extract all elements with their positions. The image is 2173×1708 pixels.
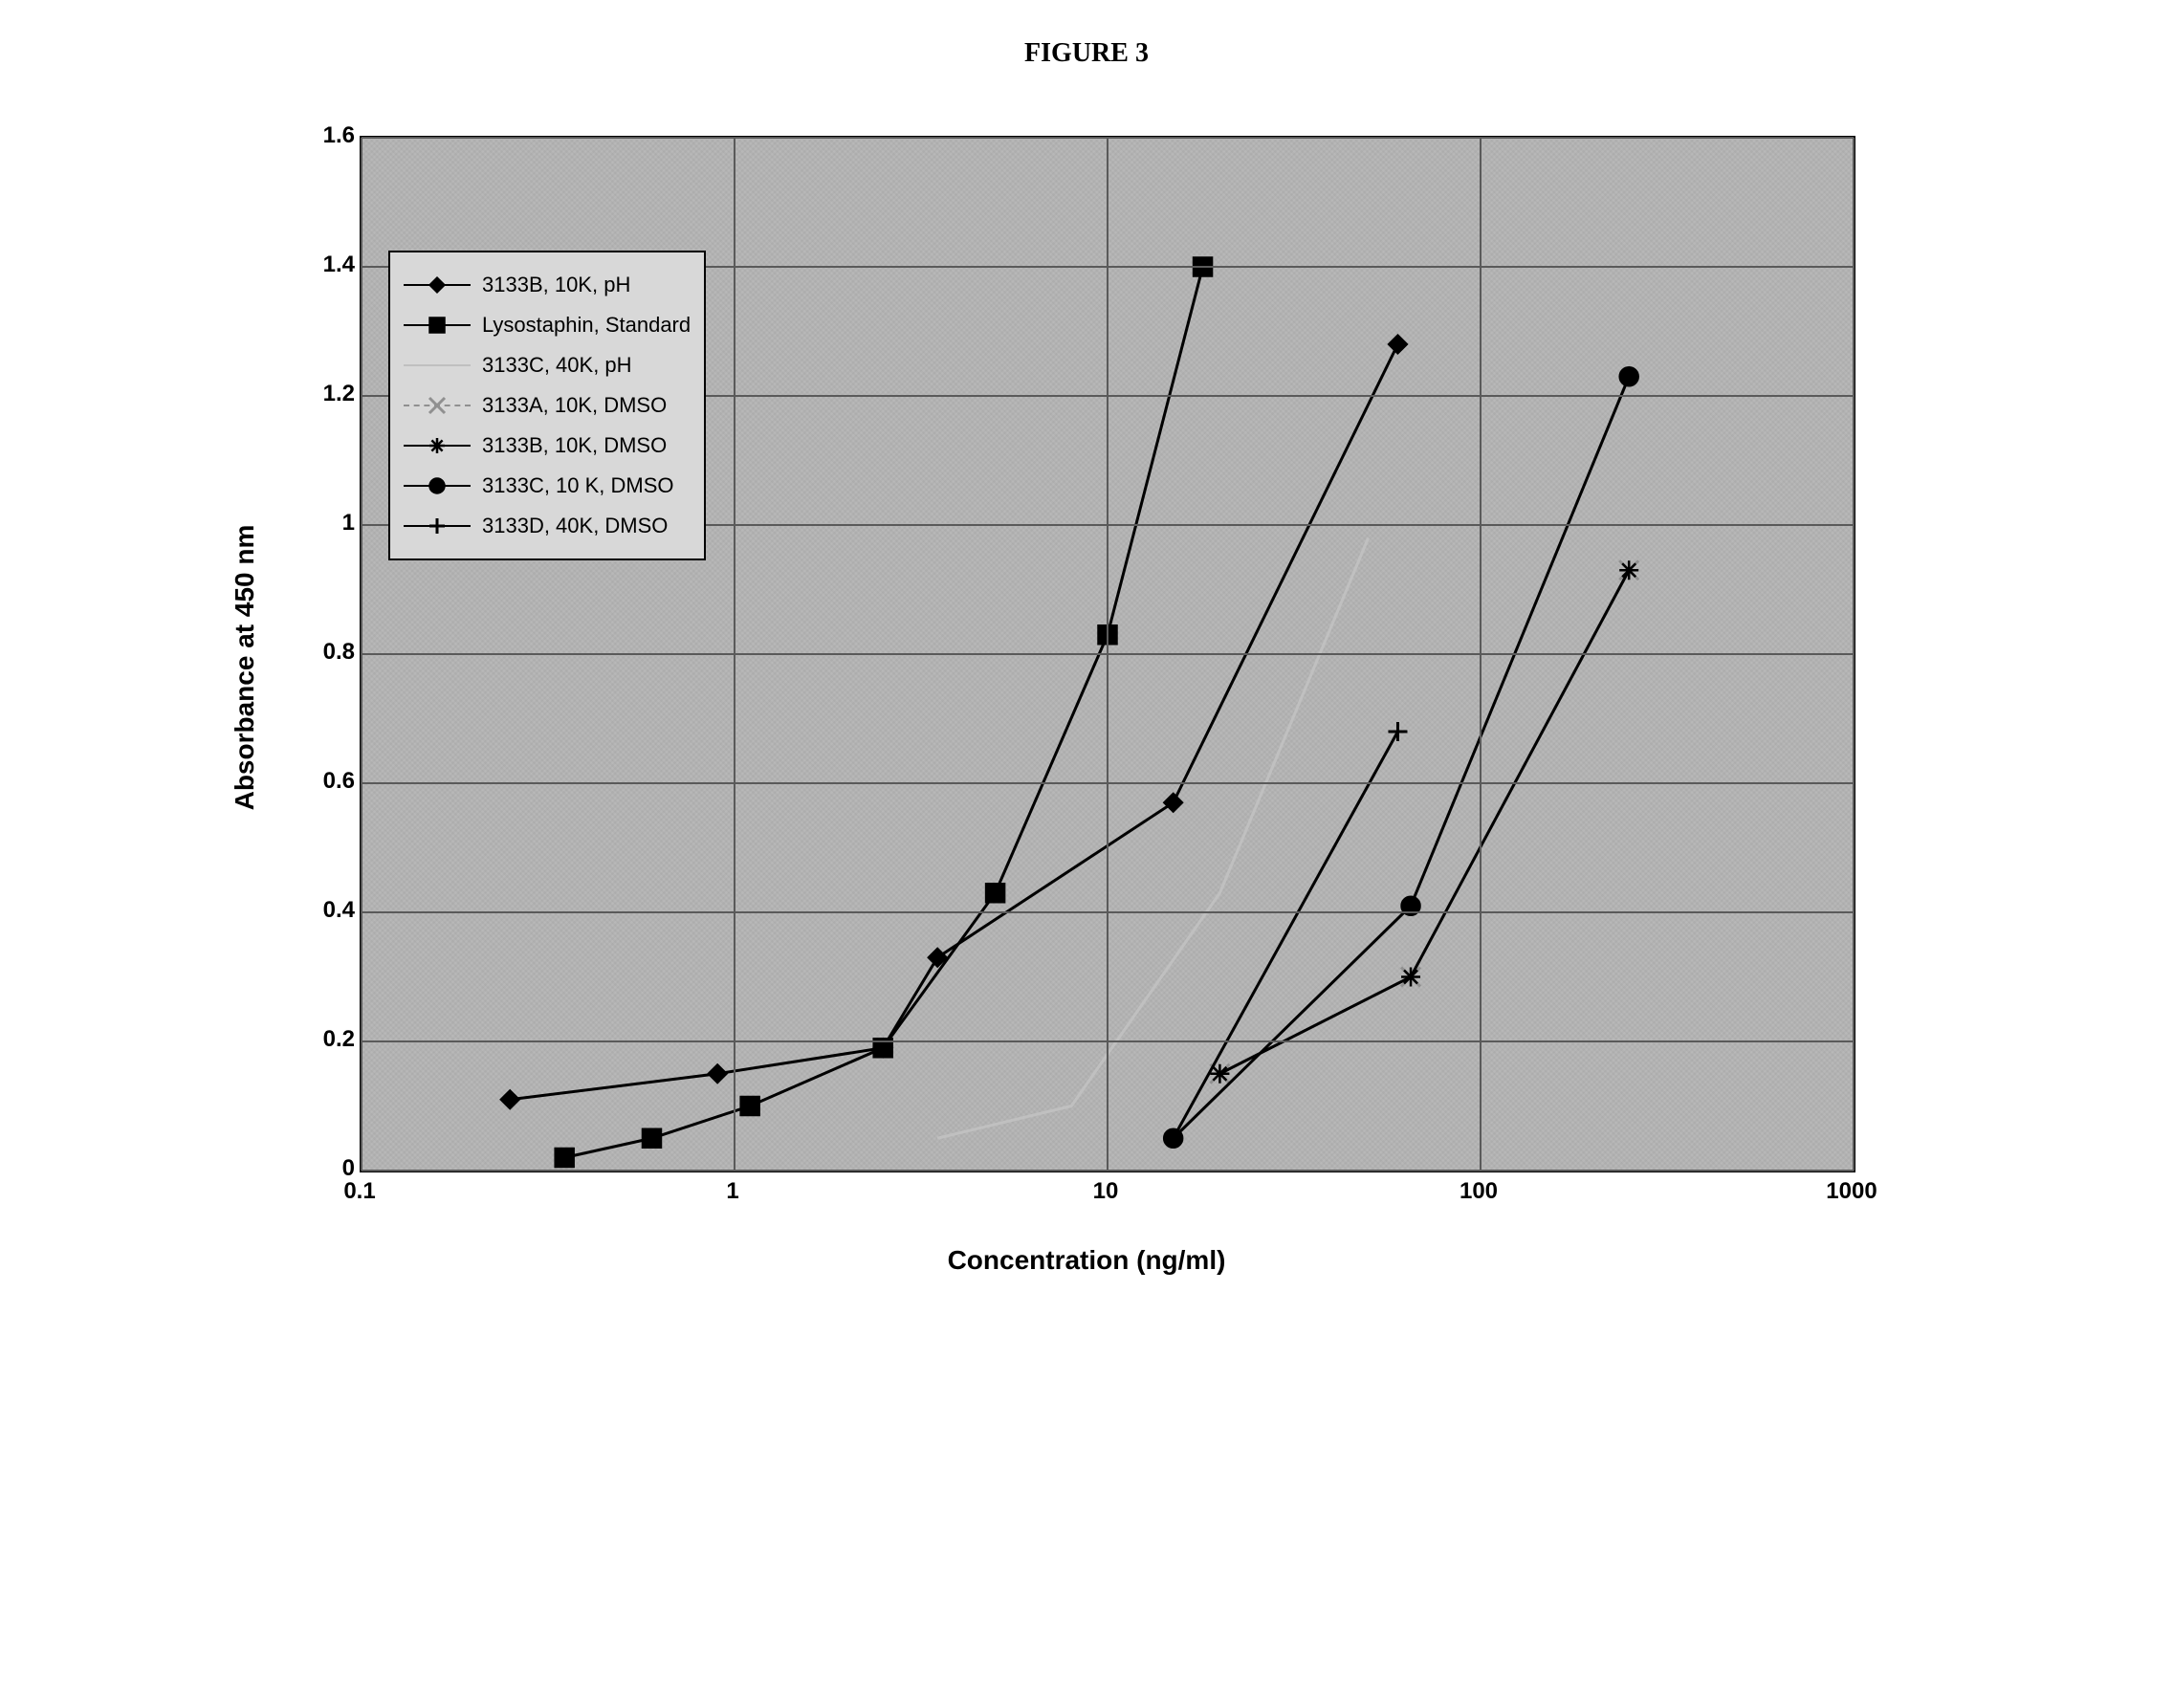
legend-item: 3133D, 40K, DMSO	[404, 509, 691, 543]
legend-label: 3133B, 10K, DMSO	[482, 433, 667, 458]
legend-swatch	[404, 392, 471, 419]
legend-label: 3133B, 10K, pH	[482, 273, 630, 297]
legend-item: 3133A, 10K, DMSO	[404, 388, 691, 423]
y-tick-label: 0.6	[312, 768, 355, 795]
figure-title: FIGURE 3	[38, 38, 2135, 69]
x-tick-label: 0.1	[343, 1178, 375, 1205]
gridline-vertical	[361, 138, 362, 1171]
chart-container: Absorbance at 450 nm Concentration (ng/m…	[226, 98, 1947, 1341]
legend-marker-icon	[424, 272, 450, 298]
y-tick-label: 1.6	[312, 122, 355, 149]
legend-label: 3133C, 10 K, DMSO	[482, 473, 674, 498]
x-tick-label: 100	[1460, 1178, 1498, 1205]
x-axis-label: Concentration (ng/ml)	[948, 1245, 1226, 1276]
legend-label: 3133D, 40K, DMSO	[482, 514, 668, 538]
legend: 3133B, 10K, pH Lysostaphin, Standard 3133C…	[388, 251, 706, 560]
gridline-vertical	[1107, 138, 1108, 1171]
x-tick-label: 10	[1093, 1178, 1119, 1205]
y-tick-label: 0.4	[312, 897, 355, 924]
gridline-vertical	[1480, 138, 1482, 1171]
legend-swatch	[404, 513, 471, 539]
x-tick-label: 1	[726, 1178, 738, 1205]
legend-marker-icon	[424, 513, 450, 539]
legend-marker-icon	[424, 312, 450, 339]
legend-swatch	[404, 352, 471, 379]
legend-item: 3133C, 10 K, DMSO	[404, 469, 691, 503]
legend-marker-icon	[424, 432, 450, 459]
y-tick-label: 0.8	[312, 639, 355, 666]
legend-item: Lysostaphin, Standard	[404, 308, 691, 342]
y-tick-label: 1.2	[312, 381, 355, 407]
legend-swatch	[404, 272, 471, 298]
legend-item: 3133B, 10K, DMSO	[404, 428, 691, 463]
legend-swatch	[404, 472, 471, 499]
legend-item: 3133B, 10K, pH	[404, 268, 691, 302]
y-tick-label: 1	[312, 510, 355, 536]
legend-marker-icon	[424, 392, 450, 419]
x-tick-label: 1000	[1826, 1178, 1877, 1205]
legend-marker-icon	[424, 472, 450, 499]
legend-label: 3133A, 10K, DMSO	[482, 393, 667, 418]
gridline-vertical	[734, 138, 735, 1171]
y-axis-label: Absorbance at 450 nm	[230, 525, 260, 811]
legend-label: 3133C, 40K, pH	[482, 353, 632, 378]
y-tick-label: 0.2	[312, 1026, 355, 1053]
legend-swatch	[404, 312, 471, 339]
legend-swatch	[404, 432, 471, 459]
y-tick-label: 1.4	[312, 252, 355, 278]
gridline-vertical	[1853, 138, 1855, 1171]
legend-label: Lysostaphin, Standard	[482, 313, 691, 338]
legend-item: 3133C, 40K, pH	[404, 348, 691, 383]
